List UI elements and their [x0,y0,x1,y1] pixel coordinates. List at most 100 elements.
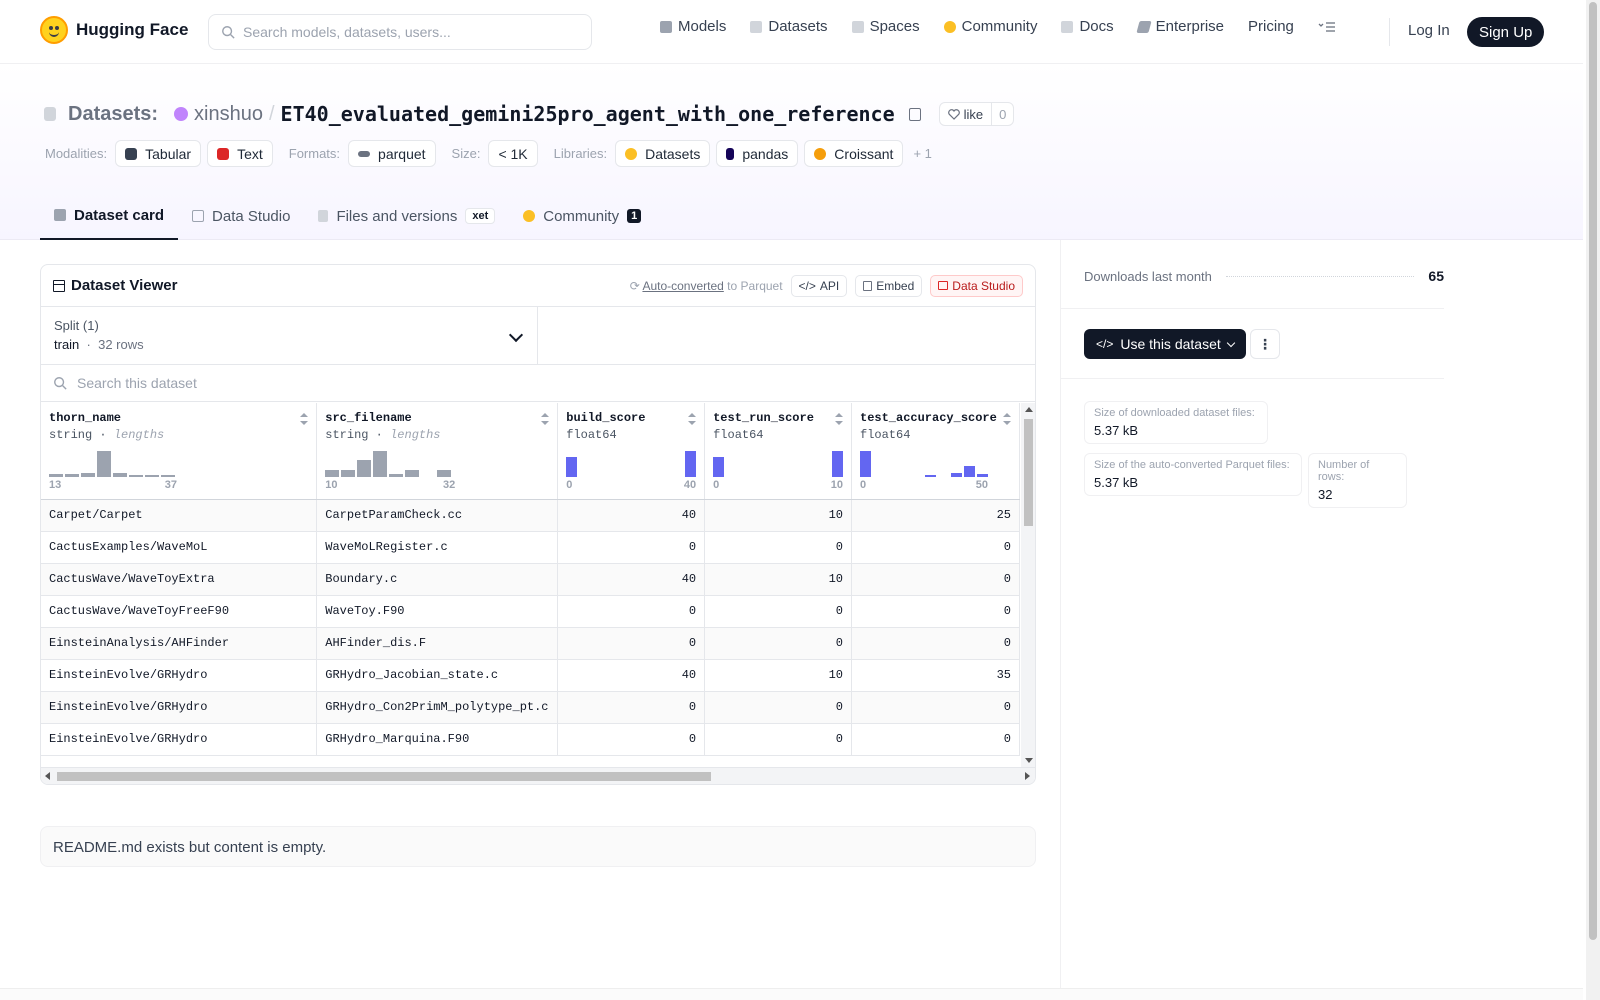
scroll-thumb[interactable] [57,772,711,781]
more-options-button[interactable]: ⋮ [1250,329,1280,359]
cell-build-score[interactable]: 40 [557,659,706,692]
col-thorn-name[interactable]: thorn_name string · lengths [41,403,318,500]
sort-icon[interactable] [541,413,550,425]
col-build-score[interactable]: build_score float64 0 40 [557,403,706,500]
table-row[interactable]: CactusWave/WaveToyExtra Boundary.c 40 10 0 [41,563,1020,596]
col-test-accuracy-score[interactable]: test_accuracy_score float64 [851,403,1020,500]
tag-tabular[interactable]: Tabular [115,140,202,167]
auto-converted-link[interactable]: Auto-converted [642,278,724,293]
cell-thorn-name[interactable]: EinsteinEvolve/GRHydro [41,723,318,756]
table-row[interactable]: Carpet/Carpet CarpetParamCheck.cc 40 10 25 [41,499,1020,532]
more-libraries[interactable]: + 1 [913,146,932,161]
use-this-dataset-button[interactable]: </> Use this dataset [1084,329,1246,359]
cell-test-accuracy-score[interactable]: 0 [851,563,1020,596]
tab-dataset-card[interactable]: Dataset card [40,192,179,240]
col-test-run-score[interactable]: test_run_score float64 0 10 [704,403,852,500]
table-row[interactable]: EinsteinEvolve/GRHydro GRHydro_Con2PrimM_… [41,691,1020,724]
cell-build-score[interactable]: 0 [557,723,706,756]
cell-build-score[interactable]: 0 [557,691,706,724]
cell-test-run-score[interactable]: 10 [704,563,852,596]
tag-croissant[interactable]: Croissant [804,140,904,167]
breadcrumb-owner[interactable]: xinshuo [194,102,263,125]
cell-test-run-score[interactable]: 10 [704,499,852,532]
table-horizontal-scrollbar[interactable] [41,767,1035,784]
cell-thorn-name[interactable]: EinsteinAnalysis/AHFinder [41,627,318,660]
sort-icon[interactable] [1003,413,1011,425]
cell-test-run-score[interactable]: 0 [704,691,852,724]
nav-models[interactable]: Models [660,18,726,35]
tag-pandas[interactable]: pandas [716,140,799,167]
scroll-down-icon[interactable] [1025,758,1033,763]
nav-datasets[interactable]: Datasets [750,18,828,35]
page-title[interactable]: ET40_evaluated_gemini25pro_agent_with_on… [280,102,895,126]
cell-build-score[interactable]: 40 [557,499,706,532]
api-button[interactable]: </> API [790,274,848,297]
col-src-filename[interactable]: src_filename string · lengths [316,403,559,500]
cell-src-filename[interactable]: Boundary.c [316,563,559,596]
nav-docs[interactable]: Docs [1061,18,1114,35]
scroll-up-icon[interactable] [1025,407,1033,412]
page-scrollbar[interactable] [1586,0,1600,1000]
cell-test-accuracy-score[interactable]: 0 [851,723,1020,756]
cell-test-run-score[interactable]: 0 [704,595,852,628]
cell-test-accuracy-score[interactable]: 0 [851,595,1020,628]
cell-test-accuracy-score[interactable]: 0 [851,691,1020,724]
like-button[interactable]: like 0 [938,102,1015,126]
cell-test-accuracy-score[interactable]: 0 [851,531,1020,564]
cell-src-filename[interactable]: WaveMoLRegister.c [316,531,559,564]
nav-community[interactable]: Community [943,18,1037,35]
table-row[interactable]: EinsteinEvolve/GRHydro GRHydro_Jacobian_s… [41,659,1020,692]
cell-thorn-name[interactable]: EinsteinEvolve/GRHydro [41,659,318,692]
cell-thorn-name[interactable]: CactusExamples/WaveMoL [41,531,318,564]
cell-test-accuracy-score[interactable]: 25 [851,499,1020,532]
cell-test-run-score[interactable]: 0 [704,531,852,564]
table-row[interactable]: EinsteinEvolve/GRHydro GRHydro_Marquina.F… [41,723,1020,756]
cell-thorn-name[interactable]: CactusWave/WaveToyExtra [41,563,318,596]
cell-test-run-score[interactable]: 10 [704,659,852,692]
cell-src-filename[interactable]: AHFinder_dis.F [316,627,559,660]
tag-datasets-lib[interactable]: Datasets [615,140,711,167]
search-input[interactable] [243,24,563,40]
sort-icon[interactable] [835,413,843,425]
cell-test-run-score[interactable]: 0 [704,723,852,756]
cell-build-score[interactable]: 0 [557,595,706,628]
nav-pricing[interactable]: Pricing [1248,18,1294,35]
scroll-right-icon[interactable] [1025,772,1030,780]
data-studio-button[interactable]: Data Studio [930,274,1023,297]
table-row[interactable]: EinsteinAnalysis/AHFinder AHFinder_dis.F 0… [41,627,1020,660]
cell-src-filename[interactable]: GRHydro_Con2PrimM_polytype_pt.c [316,691,559,724]
cell-test-run-score[interactable]: 0 [704,627,852,660]
tag-text[interactable]: Text [207,140,273,167]
global-search[interactable] [208,14,592,50]
tag-size[interactable]: < 1K [488,140,538,167]
cell-src-filename[interactable]: GRHydro_Marquina.F90 [316,723,559,756]
cell-thorn-name[interactable]: EinsteinEvolve/GRHydro [41,691,318,724]
cell-src-filename[interactable]: WaveToy.F90 [316,595,559,628]
nav-more-menu[interactable] [1318,21,1336,33]
page-scroll-thumb[interactable] [1589,2,1597,940]
tag-parquet[interactable]: parquet [348,140,436,167]
cell-src-filename[interactable]: GRHydro_Jacobian_state.c [316,659,559,692]
cell-build-score[interactable]: 40 [557,563,706,596]
split-selector[interactable]: Split (1) train · 32 rows [41,307,538,364]
scroll-left-icon[interactable] [45,772,50,780]
cell-build-score[interactable]: 0 [557,627,706,660]
dataset-search[interactable] [41,365,1035,402]
dataset-search-input[interactable] [77,375,477,391]
tab-community[interactable]: Community 1 [509,192,655,240]
sort-icon[interactable] [688,413,697,425]
scroll-thumb[interactable] [1024,419,1033,526]
table-row[interactable]: CactusWave/WaveToyFreeF90 WaveToy.F90 0 0 0 [41,595,1020,628]
brand[interactable]: Hugging Face [40,16,188,44]
table-row[interactable]: CactusExamples/WaveMoL WaveMoLRegister.c 0… [41,531,1020,564]
signup-button[interactable]: Sign Up [1467,17,1545,47]
cell-thorn-name[interactable]: CactusWave/WaveToyFreeF90 [41,595,318,628]
tab-files[interactable]: Files and versions xet [304,192,509,240]
tab-data-studio[interactable]: Data Studio [178,192,304,240]
table-vertical-scrollbar[interactable] [1021,403,1035,767]
breadcrumb-section[interactable]: Datasets: [68,102,159,125]
cell-src-filename[interactable]: CarpetParamCheck.cc [316,499,559,532]
embed-button[interactable]: Embed [855,274,923,297]
nav-enterprise[interactable]: Enterprise [1136,18,1224,35]
cell-test-accuracy-score[interactable]: 0 [851,627,1020,660]
